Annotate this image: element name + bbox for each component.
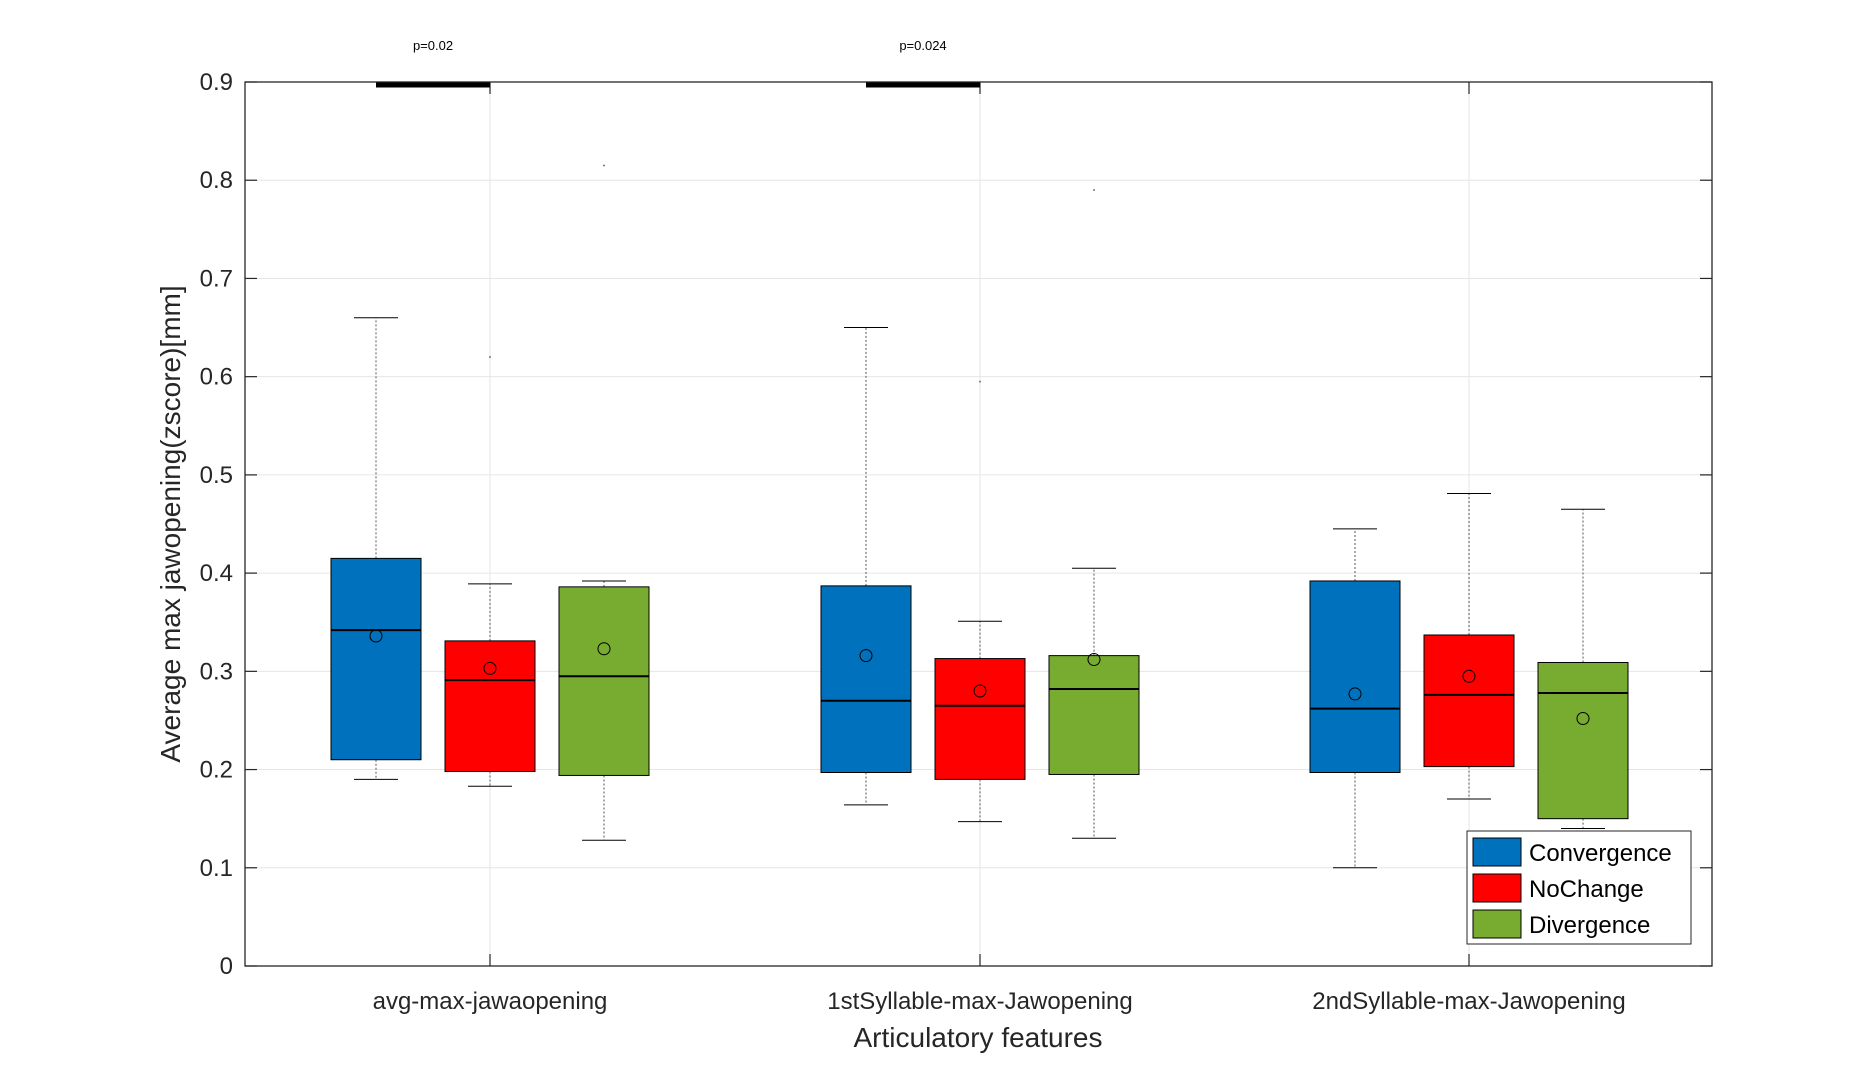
mean-marker — [483, 661, 497, 675]
significance-label: p=0.024 — [899, 38, 946, 53]
y-tick-label: 0 — [220, 953, 233, 980]
y-tick-label: 0.6 — [200, 364, 233, 391]
box-body — [1048, 655, 1140, 775]
legend-swatch-divergence — [1472, 909, 1522, 939]
y-tick-label: 0.9 — [200, 69, 233, 96]
y-tick-label: 0.4 — [200, 560, 233, 587]
y-tick-label: 0.2 — [200, 757, 233, 784]
outlier-point — [603, 164, 605, 167]
box-body — [330, 557, 422, 761]
legend-swatch-nochange — [1472, 873, 1522, 903]
box-divergence-0 — [558, 164, 650, 841]
legend-label-nochange: NoChange — [1529, 876, 1644, 903]
x-tick-label: 1stSyllable-max-Jawopening — [827, 988, 1132, 1015]
grid-lines — [245, 82, 1712, 966]
y-tick-label: 0.7 — [200, 265, 233, 292]
mean-marker — [369, 629, 383, 643]
significance-markers: p=0.02 p=0.024 — [376, 38, 980, 88]
y-tick-label: 0.3 — [200, 658, 233, 685]
box-layer — [330, 164, 1629, 869]
box-nochange-2 — [1423, 493, 1515, 800]
x-tick-label: avg-max-jawaopening — [373, 988, 608, 1015]
mean-marker — [973, 684, 987, 698]
outlier-point — [489, 356, 491, 359]
y-axis-title: Average max jawopening(zscore)[mm] — [155, 285, 186, 762]
legend: Convergence NoChange Divergence — [1466, 830, 1692, 945]
mean-marker — [1087, 653, 1101, 667]
box-nochange-1 — [934, 380, 1026, 823]
box-convergence-1 — [820, 327, 912, 806]
box-body — [1537, 661, 1629, 820]
mean-marker — [1348, 687, 1362, 701]
x-axis-title: Articulatory features — [854, 1022, 1103, 1053]
outlier-point — [1093, 189, 1095, 192]
ticks: 0 0.1 0.2 0.3 0.4 0.5 0.6 0.7 0.8 0.9 avg-max-jawa… — [200, 69, 1712, 1015]
legend-label-divergence: Divergence — [1529, 912, 1650, 939]
axes-frame — [244, 81, 1713, 967]
outlier-point — [979, 380, 981, 383]
box-body — [1423, 634, 1515, 768]
y-tick-label: 0.8 — [200, 167, 233, 194]
significance-label: p=0.02 — [413, 38, 453, 53]
legend-swatch-convergence — [1472, 837, 1522, 867]
box-nochange-0 — [444, 356, 536, 787]
box-convergence-0 — [330, 317, 422, 780]
box-body — [1309, 580, 1401, 774]
axes — [244, 81, 1713, 967]
box-body — [820, 585, 912, 774]
box-convergence-2 — [1309, 528, 1401, 869]
mean-marker — [597, 642, 611, 656]
box-divergence-2 — [1537, 508, 1629, 829]
mean-marker — [1462, 669, 1476, 683]
y-tick-label: 0.5 — [200, 462, 233, 489]
mean-marker — [859, 649, 873, 663]
box-body — [558, 586, 650, 776]
box-body — [934, 658, 1026, 780]
x-tick-label: 2ndSyllable-max-Jawopening — [1312, 988, 1626, 1015]
box-body — [444, 640, 536, 773]
legend-label-convergence: Convergence — [1529, 840, 1672, 867]
box-divergence-1 — [1048, 189, 1140, 839]
mean-marker — [1576, 711, 1590, 725]
y-tick-label: 0.1 — [200, 855, 233, 882]
